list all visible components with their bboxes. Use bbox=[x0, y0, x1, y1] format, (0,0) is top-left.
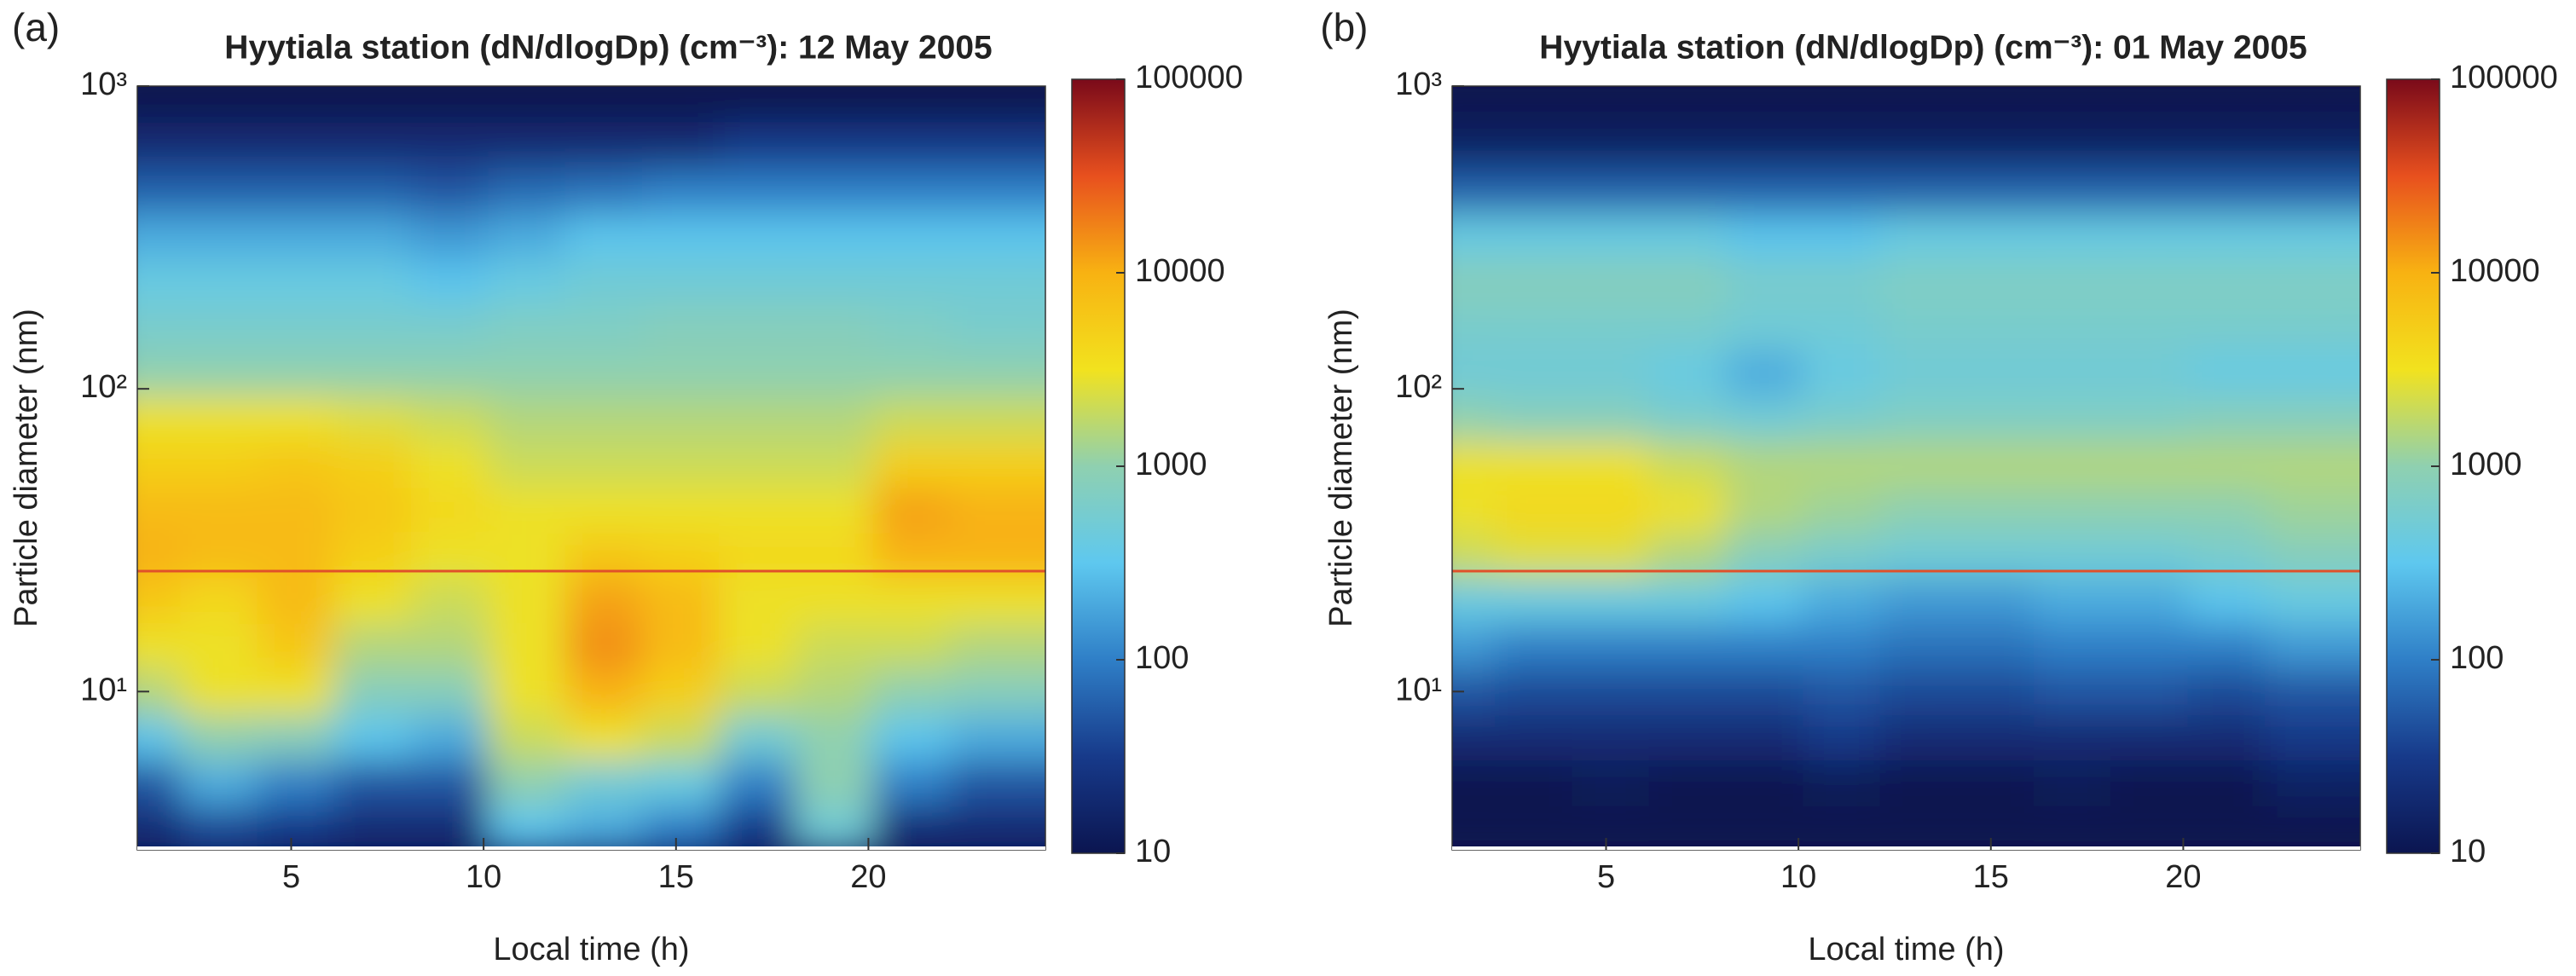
heatmap-cell bbox=[949, 122, 1045, 168]
heatmap-cell bbox=[2264, 578, 2360, 624]
colorbar-tick-label: 100 bbox=[2450, 640, 2504, 676]
heatmap-cell bbox=[949, 167, 1045, 214]
y-axis-label: Particle diameter (nm) bbox=[9, 309, 44, 627]
heatmap-cell bbox=[2264, 86, 2360, 123]
y-tick-label: 10² bbox=[1395, 369, 1442, 405]
heatmap-cell bbox=[949, 213, 1045, 259]
colorbar-tick-label: 10000 bbox=[1135, 253, 1225, 289]
colorbar-tick-label: 1000 bbox=[2450, 447, 2522, 482]
heatmap-cell bbox=[949, 806, 1045, 850]
heatmap-cell bbox=[2264, 122, 2360, 168]
heatmap-cell bbox=[2264, 258, 2360, 305]
colorbar-tick-label: 100000 bbox=[1135, 60, 1243, 95]
heatmap-cell bbox=[2264, 760, 2360, 806]
colorbar-tick-label: 10 bbox=[2450, 834, 2486, 869]
y-tick-label: 10³ bbox=[80, 66, 127, 102]
colorbar-tick-label: 10000 bbox=[2450, 253, 2540, 289]
chart-title: Hyytiala station (dN/dlogDp) (cm⁻³): 01 … bbox=[1539, 29, 2307, 66]
y-tick-label: 10³ bbox=[1395, 66, 1442, 102]
heatmap-cell bbox=[949, 760, 1045, 806]
x-axis-label: Local time (h) bbox=[493, 932, 689, 967]
plot-area bbox=[1452, 86, 2360, 850]
heatmap-cell bbox=[2264, 623, 2360, 670]
colorbar bbox=[1071, 78, 1126, 854]
x-tick-label: 20 bbox=[850, 859, 886, 895]
colorbar-tick-label: 100 bbox=[1135, 640, 1189, 676]
colorbar-tick-label: 1000 bbox=[1135, 447, 1207, 482]
y-tick-label: 10¹ bbox=[1395, 672, 1442, 707]
heatmap-cell bbox=[949, 714, 1045, 761]
heatmap-cell bbox=[949, 487, 1045, 533]
y-axis-label: Particle diameter (nm) bbox=[1323, 309, 1359, 627]
chart-title: Hyytiala station (dN/dlogDp) (cm⁻³): 12 … bbox=[224, 29, 992, 66]
heatmap-cell bbox=[2264, 213, 2360, 259]
heatmap-cell bbox=[2264, 167, 2360, 214]
heatmap-cell bbox=[2264, 714, 2360, 761]
heatmap bbox=[137, 86, 1045, 850]
plot-area bbox=[137, 86, 1045, 850]
x-axis-label: Local time (h) bbox=[1808, 932, 2004, 967]
heatmap-cell bbox=[949, 442, 1045, 488]
x-tick-label: 10 bbox=[1780, 859, 1816, 895]
heatmap-cell bbox=[2264, 396, 2360, 442]
heatmap-cell bbox=[949, 304, 1045, 351]
x-tick-label: 5 bbox=[282, 859, 300, 895]
heatmap-cell bbox=[949, 396, 1045, 442]
x-tick-label: 15 bbox=[658, 859, 694, 895]
x-tick-label: 5 bbox=[1597, 859, 1615, 895]
heatmap-cell bbox=[2264, 304, 2360, 351]
heatmap-cell bbox=[949, 86, 1045, 123]
heatmap-cell bbox=[949, 578, 1045, 624]
heatmap-cell bbox=[949, 258, 1045, 305]
y-tick-label: 10² bbox=[80, 369, 127, 405]
x-tick-label: 15 bbox=[1973, 859, 2009, 895]
heatmap-cell bbox=[2264, 350, 2360, 396]
heatmap bbox=[1452, 86, 2360, 850]
panel-label: (a) bbox=[12, 5, 60, 49]
heatmap-cell bbox=[2264, 487, 2360, 533]
y-tick-label: 10¹ bbox=[80, 672, 127, 707]
heatmap-cell bbox=[2264, 806, 2360, 850]
heatmap-cell bbox=[949, 623, 1045, 670]
x-tick-label: 20 bbox=[2165, 859, 2201, 895]
heatmap-cell bbox=[949, 669, 1045, 715]
x-tick-label: 10 bbox=[466, 859, 501, 895]
heatmap-cell bbox=[2264, 442, 2360, 488]
panel-label: (b) bbox=[1320, 5, 1368, 49]
colorbar-tick-label: 10 bbox=[1135, 834, 1171, 869]
heatmap-cell bbox=[2264, 669, 2360, 715]
heatmap-cell bbox=[949, 350, 1045, 396]
colorbar-tick-label: 100000 bbox=[2450, 60, 2558, 95]
